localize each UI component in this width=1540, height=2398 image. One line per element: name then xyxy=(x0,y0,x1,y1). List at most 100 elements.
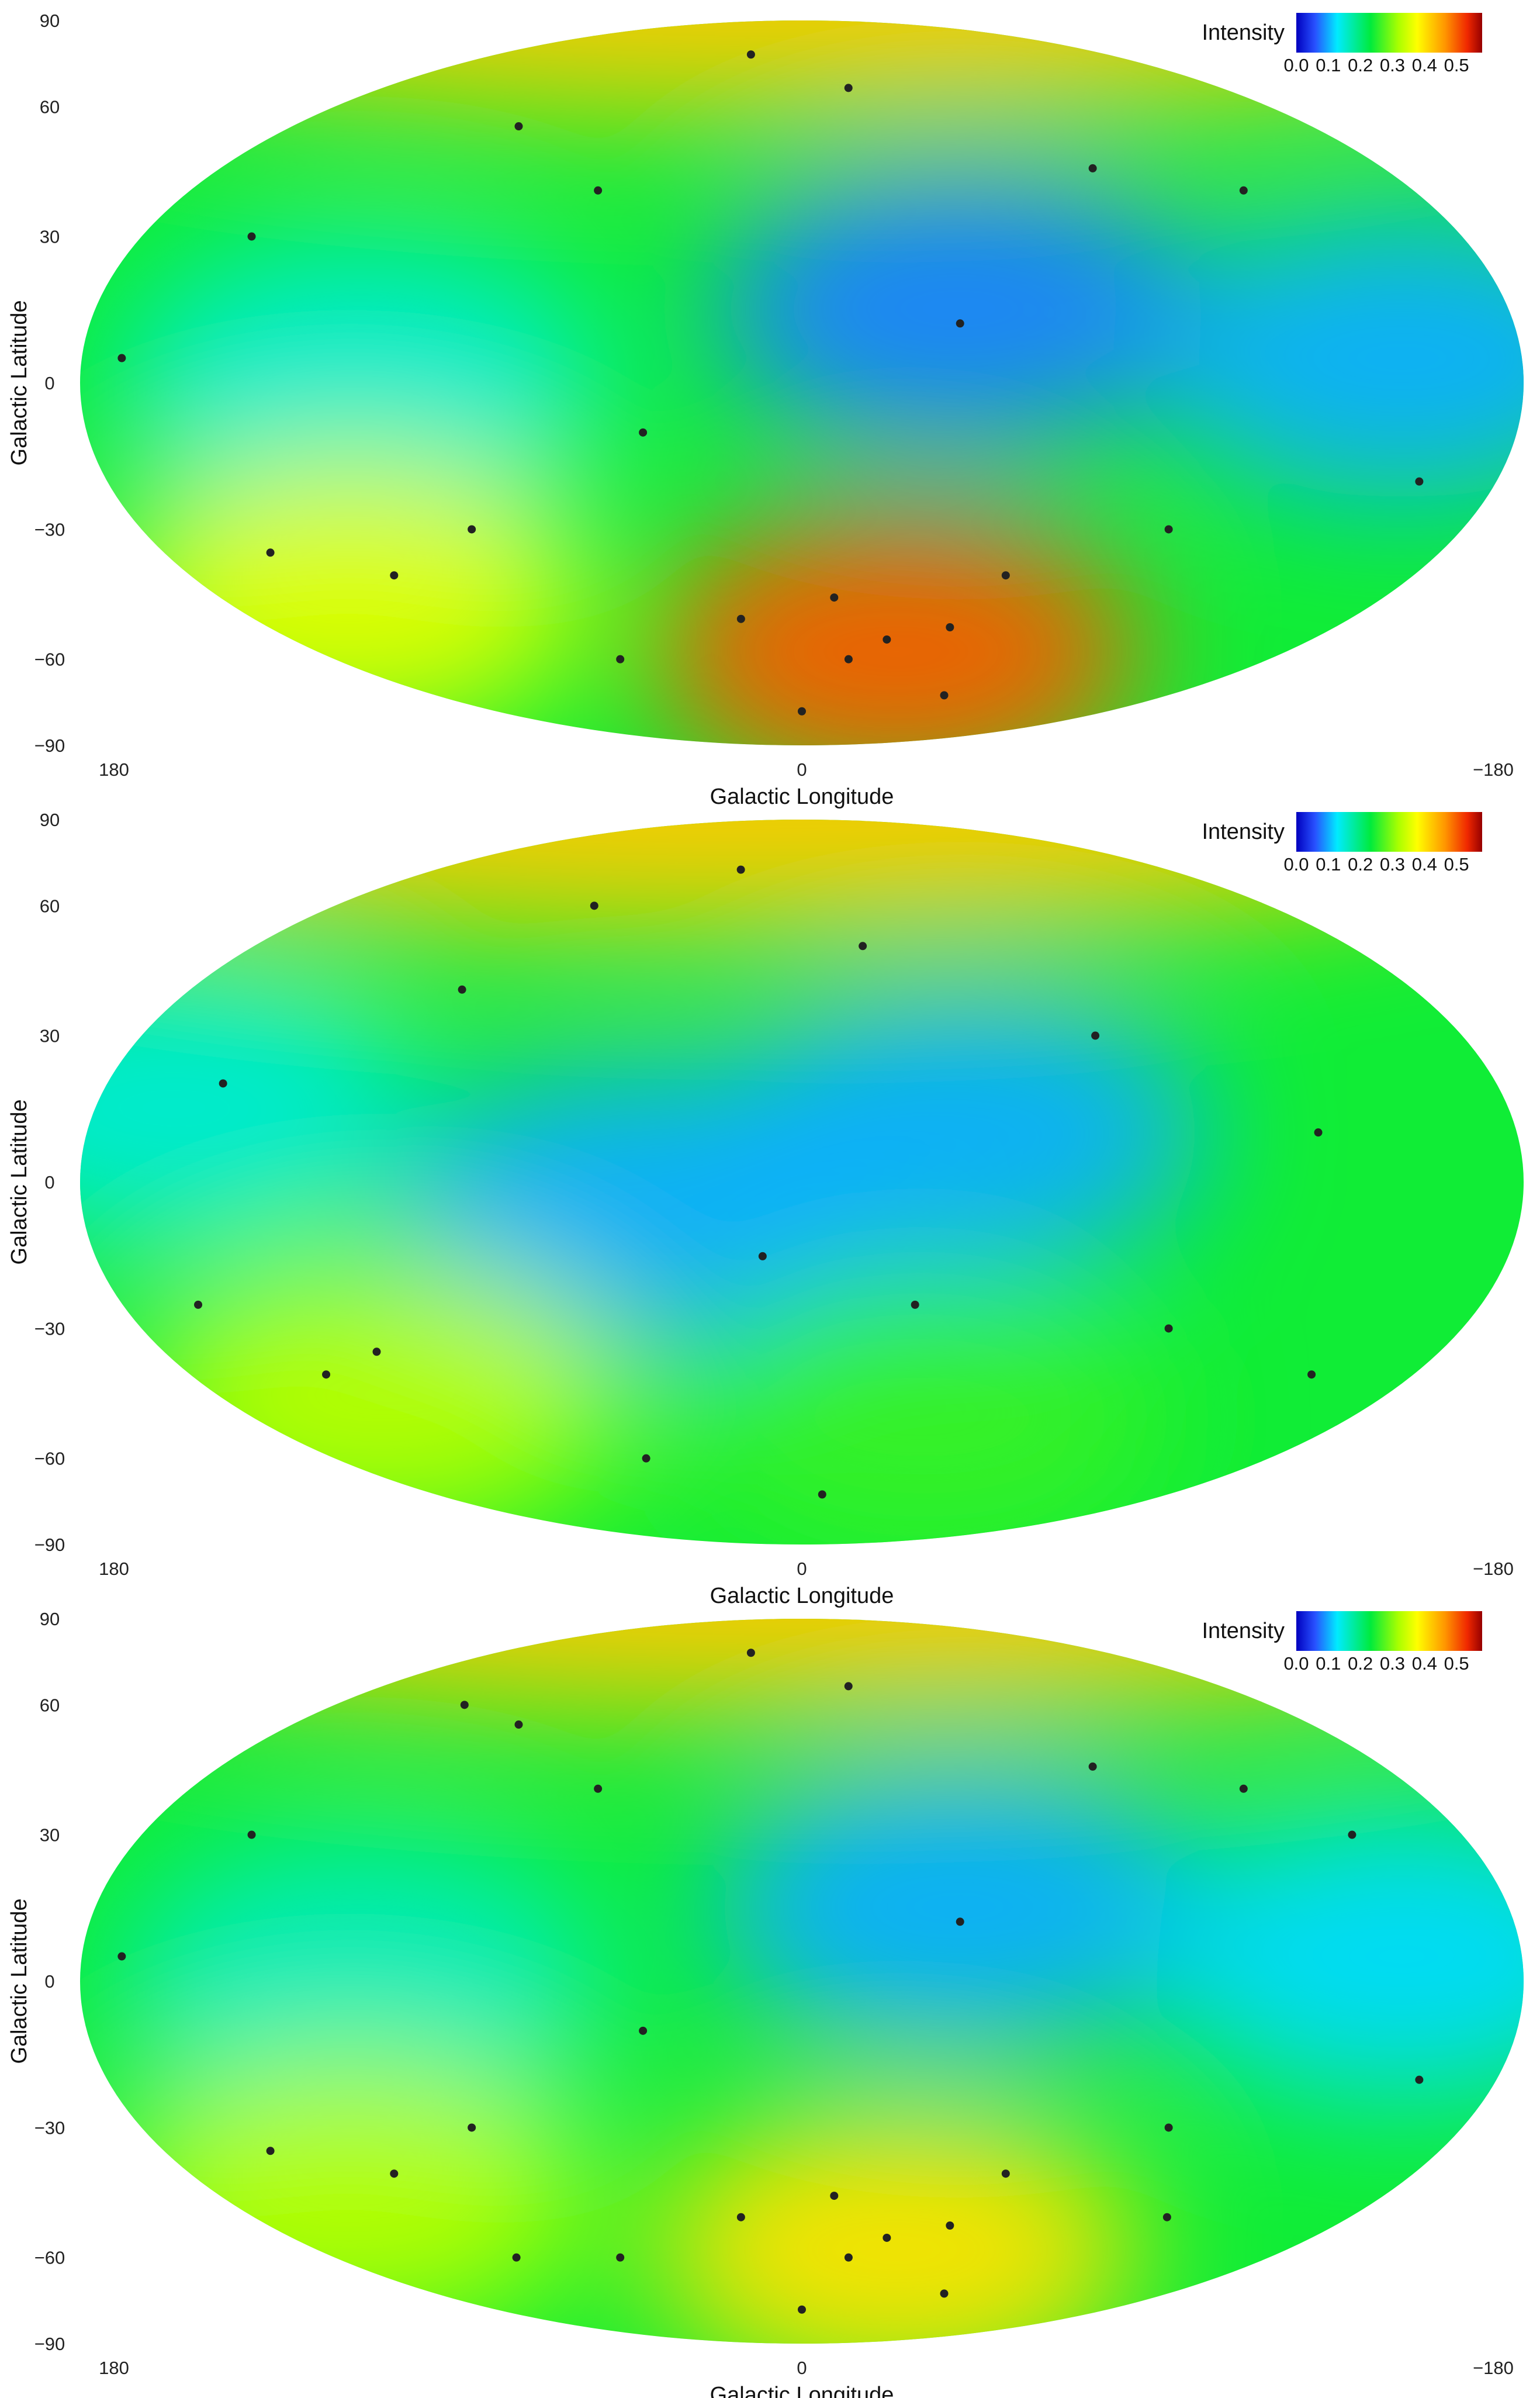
map-panel-1: 90 60 30 0 −30 −60 −90 Galactic Latitude 180 0 −18… xyxy=(7,11,1524,809)
source-marker xyxy=(514,1720,523,1729)
source-marker xyxy=(946,2221,954,2230)
colorbar-tick-label: 0.2 xyxy=(1348,55,1373,75)
colorbar-gradient xyxy=(1296,812,1482,852)
colorbar-tick-label: 0.5 xyxy=(1444,55,1469,75)
y-tick-label: 0 xyxy=(44,1971,54,1992)
y-tick-label: −60 xyxy=(34,1449,65,1469)
source-marker xyxy=(736,865,745,874)
source-marker xyxy=(616,655,625,664)
source-marker xyxy=(956,1917,964,1926)
y-tick-label: −90 xyxy=(34,735,65,756)
intensity-feature-3 xyxy=(396,1066,888,1347)
source-marker xyxy=(616,2253,625,2262)
source-marker xyxy=(372,1347,381,1356)
x-tick-label: −180 xyxy=(1473,2358,1514,2378)
source-marker xyxy=(390,571,399,580)
colorbar-tick-label: 0.4 xyxy=(1412,55,1437,75)
source-marker xyxy=(594,186,603,195)
intensity-feature-3 xyxy=(1156,1816,1524,2097)
source-marker xyxy=(247,232,256,241)
source-marker xyxy=(247,1830,256,1839)
colorbar-title: Intensity xyxy=(1202,20,1285,45)
y-tick-label: 30 xyxy=(40,227,60,247)
y-tick-label: 60 xyxy=(40,96,60,117)
x-tick-label: 0 xyxy=(797,2358,807,2378)
intensity-feature-2 xyxy=(713,1767,1205,2048)
source-marker xyxy=(758,1252,767,1260)
y-tick-label: 0 xyxy=(44,373,54,393)
source-marker xyxy=(1164,525,1173,534)
source-marker xyxy=(844,1682,853,1691)
source-marker xyxy=(390,2169,399,2178)
source-marker xyxy=(1088,164,1097,172)
source-marker xyxy=(956,319,964,328)
colorbar-tick-label: 0.3 xyxy=(1380,854,1405,875)
source-markers xyxy=(194,865,1323,1499)
source-marker xyxy=(590,901,598,910)
intensity-feature-6 xyxy=(103,457,595,738)
source-marker xyxy=(1001,571,1010,580)
y-axis-label: Galactic Latitude xyxy=(7,1898,32,2064)
colorbar-tick-label: 0.5 xyxy=(1444,854,1469,875)
intensity-feature-5 xyxy=(650,2109,1142,2344)
colorbar-tick-label: 0.4 xyxy=(1412,854,1437,875)
y-tick-label: 90 xyxy=(40,810,60,830)
source-marker xyxy=(940,691,949,700)
y-tick-label: 30 xyxy=(40,1825,60,1846)
source-marker xyxy=(736,614,745,623)
source-marker xyxy=(512,2253,521,2262)
source-marker xyxy=(514,122,523,131)
source-marker xyxy=(1088,1762,1097,1771)
colorbar-tick-label: 0.5 xyxy=(1444,1653,1469,1674)
map-panel-2: 90 60 30 0 −30 −60 −90 Galactic Latitude 180 0 −18… xyxy=(7,810,1524,1608)
colorbar-tick-label: 0.3 xyxy=(1380,1653,1405,1674)
source-marker xyxy=(468,525,476,534)
x-tick-label: 180 xyxy=(99,759,129,780)
source-marker xyxy=(844,655,853,664)
source-marker xyxy=(458,985,466,994)
y-axis-label: Galactic Latitude xyxy=(7,1099,32,1264)
intensity-feature-4 xyxy=(80,968,420,1249)
colorbar-title: Intensity xyxy=(1202,1619,1285,1643)
x-tick-label: 0 xyxy=(797,1559,807,1579)
y-tick-label: −90 xyxy=(34,1535,65,1555)
x-axis-label: Galactic Longitude xyxy=(710,1584,894,1608)
source-marker xyxy=(859,942,867,951)
source-marker xyxy=(1162,2213,1171,2221)
x-tick-label: −180 xyxy=(1473,759,1514,780)
source-marker xyxy=(883,635,891,644)
source-marker xyxy=(1415,477,1424,486)
intensity-feature-3 xyxy=(1156,217,1524,499)
y-tick-label: −60 xyxy=(34,649,65,670)
colorbar-tick-label: 0.0 xyxy=(1283,55,1309,75)
source-marker xyxy=(468,2123,476,2132)
source-markers xyxy=(117,50,1424,716)
source-marker xyxy=(194,1300,203,1309)
intensity-feature-6 xyxy=(103,2055,595,2337)
colorbar: Intensity 0.0 0.1 0.2 0.3 0.4 0.5 xyxy=(1202,812,1482,875)
colorbar-tick-label: 0.0 xyxy=(1283,854,1309,875)
y-tick-label: 90 xyxy=(40,1609,60,1629)
source-marker xyxy=(266,2147,275,2155)
source-marker xyxy=(1091,1031,1100,1040)
source-marker xyxy=(883,2233,891,2242)
source-marker xyxy=(830,593,839,602)
y-axis-label: Galactic Latitude xyxy=(7,300,32,465)
colorbar-tick-label: 0.0 xyxy=(1283,1653,1309,1674)
source-marker xyxy=(460,1701,469,1709)
source-marker xyxy=(1348,1830,1356,1839)
y-tick-label: 60 xyxy=(40,1695,60,1715)
colorbar-tick-label: 0.1 xyxy=(1316,55,1341,75)
intensity-feature-2 xyxy=(713,168,1205,450)
source-marker xyxy=(946,623,954,632)
x-axis-label: Galactic Longitude xyxy=(710,785,894,809)
source-marker xyxy=(117,354,126,362)
colorbar-gradient xyxy=(1296,1611,1482,1651)
intensity-feature-6 xyxy=(678,1277,1169,1544)
source-marker xyxy=(219,1079,227,1088)
source-marker xyxy=(1307,1370,1316,1379)
source-marker xyxy=(798,707,806,716)
colorbar-tick-label: 0.3 xyxy=(1380,55,1405,75)
x-axis-label: Galactic Longitude xyxy=(710,2383,894,2398)
colorbar-tick-label: 0.4 xyxy=(1412,1653,1437,1674)
